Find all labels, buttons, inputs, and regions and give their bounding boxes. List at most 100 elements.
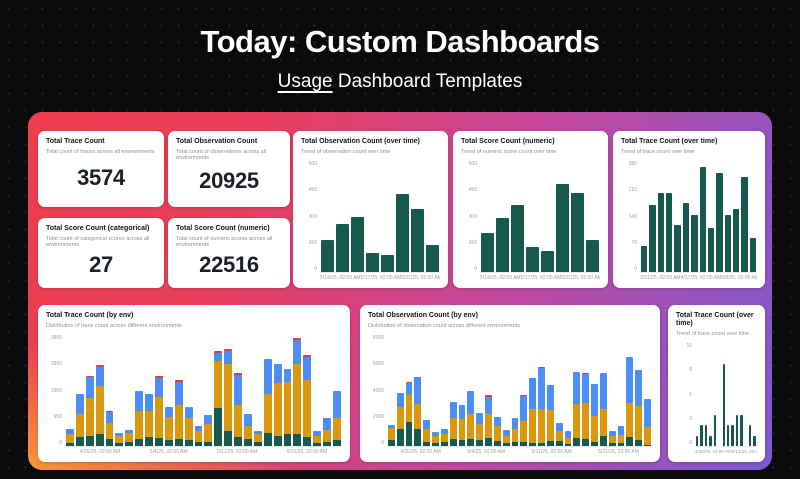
bar <box>321 239 334 272</box>
bar <box>164 335 173 446</box>
bar-segment-green <box>564 443 572 446</box>
y-axis: 600 450 300 150 0 <box>301 161 317 282</box>
y-tick-label: 0 <box>689 440 692 446</box>
bar-segment-red <box>414 376 422 378</box>
bar-segment-blue <box>75 393 84 414</box>
chart-title: Total Trace Count (by env) <box>46 312 134 319</box>
bar-segment-orange <box>502 435 510 443</box>
bar-segment-blue <box>125 429 134 433</box>
y-axis: 10 8 5 3 0 <box>676 343 692 456</box>
bar-segment-red <box>85 375 94 378</box>
bar-segment-orange <box>323 429 332 442</box>
bar <box>731 425 734 446</box>
bar-segment-green <box>529 443 537 446</box>
bar-segment-green <box>204 441 213 446</box>
y-tick-label: 4000 <box>372 387 384 394</box>
bar <box>224 335 233 446</box>
bar-segment-orange <box>283 381 292 435</box>
bar-segment-blue <box>493 416 501 426</box>
bar <box>749 238 757 272</box>
bar <box>538 335 545 446</box>
bar-segment-green <box>244 438 252 446</box>
y-axis: 3800 2850 1900 950 0 <box>46 335 62 456</box>
y-tick-label: 600 <box>308 161 317 168</box>
x-axis: 4/26/25, 02:00 AM 5/4/25, 02:00 AM 5/11/25… <box>387 447 652 456</box>
bar-segment-orange <box>184 418 193 441</box>
bar-segment-orange <box>273 383 282 436</box>
bar-segment-green <box>573 437 581 446</box>
bar-segment-orange <box>244 425 252 439</box>
bar-segment-green <box>184 440 193 446</box>
bar <box>749 425 752 446</box>
bar-segment-green <box>449 439 457 446</box>
bar-segment-orange <box>573 404 581 438</box>
x-axis: 5/14/25, 02:00 AM 5/17/25, 02:00 AM 5/21/2… <box>480 273 600 282</box>
y-tick-label: 8 <box>689 367 692 374</box>
bar-segment-green <box>396 429 404 446</box>
bar-segment-orange <box>520 421 528 442</box>
bar <box>411 209 424 272</box>
bar-segment-blue <box>115 432 124 436</box>
bar <box>155 335 163 446</box>
bar <box>674 224 681 272</box>
bar <box>722 363 725 446</box>
bar-segment-orange <box>644 426 651 445</box>
bar-segment-orange <box>396 407 404 430</box>
y-tick-label: 300 <box>308 213 317 220</box>
bar <box>529 335 537 446</box>
chart-title: Total Score Count (numeric) <box>461 138 555 145</box>
usage-link[interactable]: Usage <box>277 71 333 92</box>
bar <box>125 335 134 446</box>
bar-segment-green <box>125 441 134 446</box>
bar <box>75 335 84 446</box>
bar <box>644 335 651 446</box>
bar-segment-blue <box>263 358 272 394</box>
bar <box>85 335 94 446</box>
bar-segment-blue <box>164 406 173 417</box>
bar <box>753 435 756 446</box>
chart-title: Total Trace Count (over time) <box>621 138 718 145</box>
bar <box>135 335 144 446</box>
x-tick-label: 5/14/25, 02:00 AM <box>320 274 361 281</box>
bar-segment-orange <box>546 409 554 442</box>
bar-segment-green <box>145 437 154 446</box>
bar-segment-green <box>164 440 173 446</box>
bar <box>485 335 492 446</box>
bar-segment-blue <box>194 425 203 432</box>
page-header: Today: Custom Dashboards Usage Dashboard… <box>0 0 800 93</box>
bar <box>214 335 223 446</box>
bar-segment-green <box>75 437 84 446</box>
bar-segment-green <box>617 443 625 446</box>
bar-segment-green <box>599 435 607 446</box>
bar-segment-green <box>273 435 282 446</box>
bar <box>704 425 708 446</box>
bar-segment-orange <box>440 433 448 442</box>
stat-card-title: Total Score Count (numeric) <box>176 225 270 232</box>
bar-segment-orange <box>155 397 163 438</box>
bar-segment-red <box>520 395 528 397</box>
bar-segment-blue <box>224 351 233 365</box>
bar-segment-green <box>253 441 262 446</box>
bar <box>66 335 74 446</box>
bar <box>649 204 656 272</box>
bar <box>253 335 262 446</box>
bar-segment-blue <box>253 431 262 435</box>
bar-segment-blue <box>155 378 163 398</box>
bar-segment-blue <box>204 415 213 425</box>
bar-segment-blue <box>529 378 537 409</box>
bar-segment-orange <box>449 418 457 440</box>
y-tick-label: 0 <box>381 439 384 446</box>
bar <box>608 335 616 446</box>
bar-segment-green <box>283 434 292 446</box>
bar-segment-orange <box>115 435 124 444</box>
bar-segment-orange <box>564 437 572 444</box>
bar <box>555 335 563 446</box>
stat-card-value: 20925 <box>199 168 259 194</box>
bar-segment-green <box>423 441 431 446</box>
bar-segment-green <box>194 441 203 446</box>
bar <box>184 335 193 446</box>
bar <box>682 202 690 272</box>
chart-subtitle: Trend of trace count over time <box>676 330 750 337</box>
stat-card-description: Total count of categorical scores across… <box>46 235 150 249</box>
bar <box>467 335 475 446</box>
